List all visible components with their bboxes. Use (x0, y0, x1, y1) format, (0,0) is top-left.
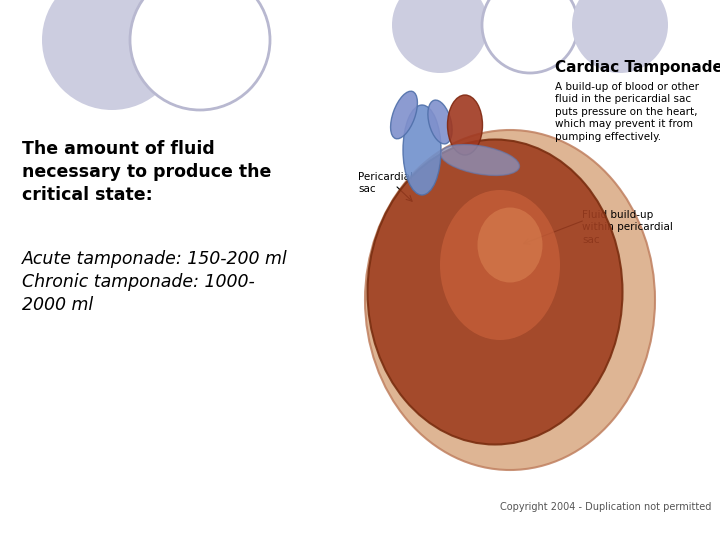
Ellipse shape (477, 207, 542, 282)
Circle shape (482, 0, 578, 73)
Ellipse shape (367, 139, 623, 444)
Ellipse shape (365, 130, 655, 470)
Ellipse shape (428, 100, 452, 144)
Text: Copyright 2004 - Duplication not permitted: Copyright 2004 - Duplication not permitt… (500, 502, 711, 512)
Text: A build-up of blood or other
fluid in the pericardial sac
puts pressure on the h: A build-up of blood or other fluid in th… (555, 82, 699, 141)
Ellipse shape (403, 105, 441, 195)
Text: The amount of fluid
necessary to produce the
critical state:: The amount of fluid necessary to produce… (22, 140, 271, 204)
Ellipse shape (390, 91, 418, 139)
Ellipse shape (440, 190, 560, 340)
Circle shape (572, 0, 668, 73)
Ellipse shape (441, 145, 519, 176)
Circle shape (42, 0, 182, 110)
Circle shape (130, 0, 270, 110)
Text: Fluid build-up
within pericardial
sac: Fluid build-up within pericardial sac (582, 210, 673, 245)
Ellipse shape (448, 95, 482, 155)
Text: Pericardial
sac: Pericardial sac (358, 172, 413, 194)
Text: Acute tamponade: 150-200 ml
Chronic tamponade: 1000-
2000 ml: Acute tamponade: 150-200 ml Chronic tamp… (22, 250, 288, 314)
Text: Cardiac Tamponade: Cardiac Tamponade (555, 60, 720, 75)
Circle shape (392, 0, 488, 73)
